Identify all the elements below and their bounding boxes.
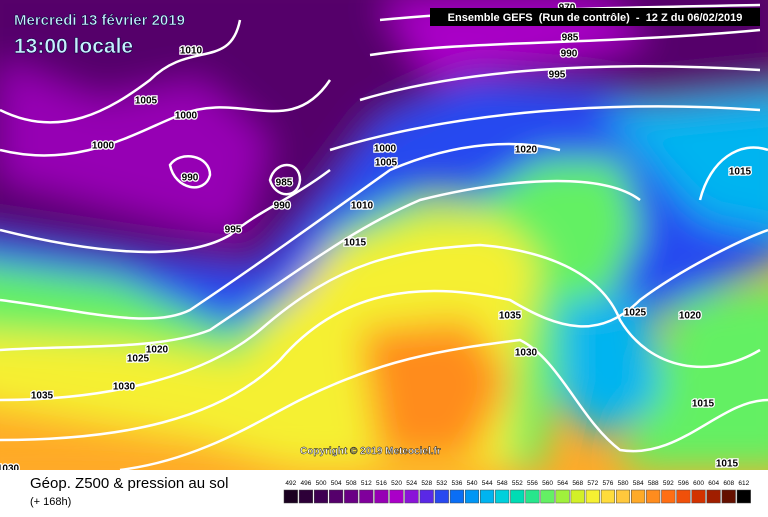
isobar-label: 1000 xyxy=(92,141,115,152)
scale-swatch xyxy=(661,489,676,504)
scale-swatch xyxy=(706,489,721,504)
scale-swatch xyxy=(600,489,615,504)
isobar-label: 985 xyxy=(562,33,579,44)
scale-label: 584 xyxy=(633,480,644,487)
isobar-label: 1025 xyxy=(127,354,150,365)
isobar-label: 990 xyxy=(561,49,578,60)
scale-swatch xyxy=(631,489,646,504)
scale-swatch xyxy=(374,489,389,504)
copyright: Copyright © 2019 Meteociel.fr xyxy=(300,446,441,457)
scale-swatch xyxy=(646,489,661,504)
isobar-label: 1020 xyxy=(515,145,538,156)
scale-swatch xyxy=(510,489,525,504)
scale-label: 520 xyxy=(391,480,402,487)
scale-label: 568 xyxy=(572,480,583,487)
scale-label: 556 xyxy=(527,480,538,487)
scale-label: 560 xyxy=(542,480,553,487)
isobar-label: 1000 xyxy=(175,111,198,122)
scale-label: 548 xyxy=(497,480,508,487)
scale-swatch xyxy=(525,489,540,504)
scale-label: 536 xyxy=(452,480,463,487)
isobar-label: 1035 xyxy=(31,391,54,402)
model-info: Ensemble GEFS (Run de contrôle) - 12 Z d… xyxy=(448,12,743,24)
footer-subtitle: (+ 168h) xyxy=(30,496,71,508)
scale-swatch xyxy=(434,489,449,504)
isobar-label: 1005 xyxy=(135,96,158,107)
scale-swatch xyxy=(540,489,555,504)
field xyxy=(0,0,768,470)
isobar-label: 1010 xyxy=(180,46,203,57)
scale-label: 528 xyxy=(421,480,432,487)
isobar-label: 1005 xyxy=(375,158,398,169)
scale-label: 572 xyxy=(587,480,598,487)
scale-swatch xyxy=(570,489,585,504)
scale-swatch xyxy=(359,489,374,504)
scale-label: 500 xyxy=(316,480,327,487)
scale-label: 540 xyxy=(467,480,478,487)
scale-swatch xyxy=(615,489,631,504)
scale-label: 576 xyxy=(603,480,614,487)
isobar-label: 985 xyxy=(276,178,293,189)
scale-swatch xyxy=(389,489,404,504)
isobar-label: 1015 xyxy=(692,399,715,410)
scale-label: 524 xyxy=(406,480,417,487)
footer-title: Géop. Z500 & pression au sol xyxy=(30,475,228,492)
scale-label: 592 xyxy=(663,480,674,487)
isobar-label: 1010 xyxy=(351,201,374,212)
isobar-label: 1015 xyxy=(344,238,367,249)
isobar-label: 1015 xyxy=(716,459,739,470)
scale-label: 508 xyxy=(346,480,357,487)
scale-label: 604 xyxy=(708,480,719,487)
scale-label: 608 xyxy=(723,480,734,487)
scale-swatch xyxy=(555,489,570,504)
scale-label: 512 xyxy=(361,480,372,487)
scale-label: 552 xyxy=(512,480,523,487)
isobars xyxy=(0,3,768,472)
scale-label: 596 xyxy=(678,480,689,487)
isobar-label: 1015 xyxy=(729,167,752,178)
isobar-label: 990 xyxy=(182,173,199,184)
isobar-label: 995 xyxy=(225,225,242,236)
isobar-label: 1035 xyxy=(499,311,522,322)
model-box xyxy=(430,8,760,26)
scale-label: 600 xyxy=(693,480,704,487)
scale-swatch xyxy=(480,489,495,504)
isobar-label: 1020 xyxy=(146,345,169,356)
isobar-label: 1000 xyxy=(374,144,397,155)
scale-label: 492 xyxy=(285,480,296,487)
date: Mercredi 13 février 2019 xyxy=(14,12,185,29)
scale-label: 580 xyxy=(618,480,629,487)
scale-label: 612 xyxy=(738,480,749,487)
scale-swatch xyxy=(313,489,329,504)
isobar-label: 1030 xyxy=(113,382,136,393)
time: 13:00 locale xyxy=(14,35,133,58)
scale-swatch xyxy=(449,489,464,504)
scale-swatch xyxy=(676,489,691,504)
scale-swatch xyxy=(495,489,510,504)
scale-label: 544 xyxy=(482,480,493,487)
scale-label: 504 xyxy=(331,480,342,487)
scale-label: 532 xyxy=(436,480,447,487)
isobar-label: 1030 xyxy=(515,348,538,359)
isobar-label: 1020 xyxy=(679,311,702,322)
scale-label: 496 xyxy=(301,480,312,487)
scale-swatch xyxy=(404,489,419,504)
scale-swatch xyxy=(344,489,359,504)
scale-label: 516 xyxy=(376,480,387,487)
isobar-label: 995 xyxy=(549,70,566,81)
isobar-label: 990 xyxy=(274,201,291,212)
scale-swatch xyxy=(329,489,344,504)
isobar-label: 1025 xyxy=(624,308,647,319)
scale-label: 588 xyxy=(648,480,659,487)
scale-swatch xyxy=(283,489,298,504)
scale-swatch xyxy=(736,489,751,504)
scale-swatch xyxy=(691,489,706,504)
scale-label: 564 xyxy=(557,480,568,487)
scale-swatch xyxy=(419,489,434,504)
scale-swatch xyxy=(585,489,600,504)
scale-swatch xyxy=(721,489,736,504)
scale-swatch xyxy=(464,489,480,504)
scale-swatch xyxy=(298,489,313,504)
